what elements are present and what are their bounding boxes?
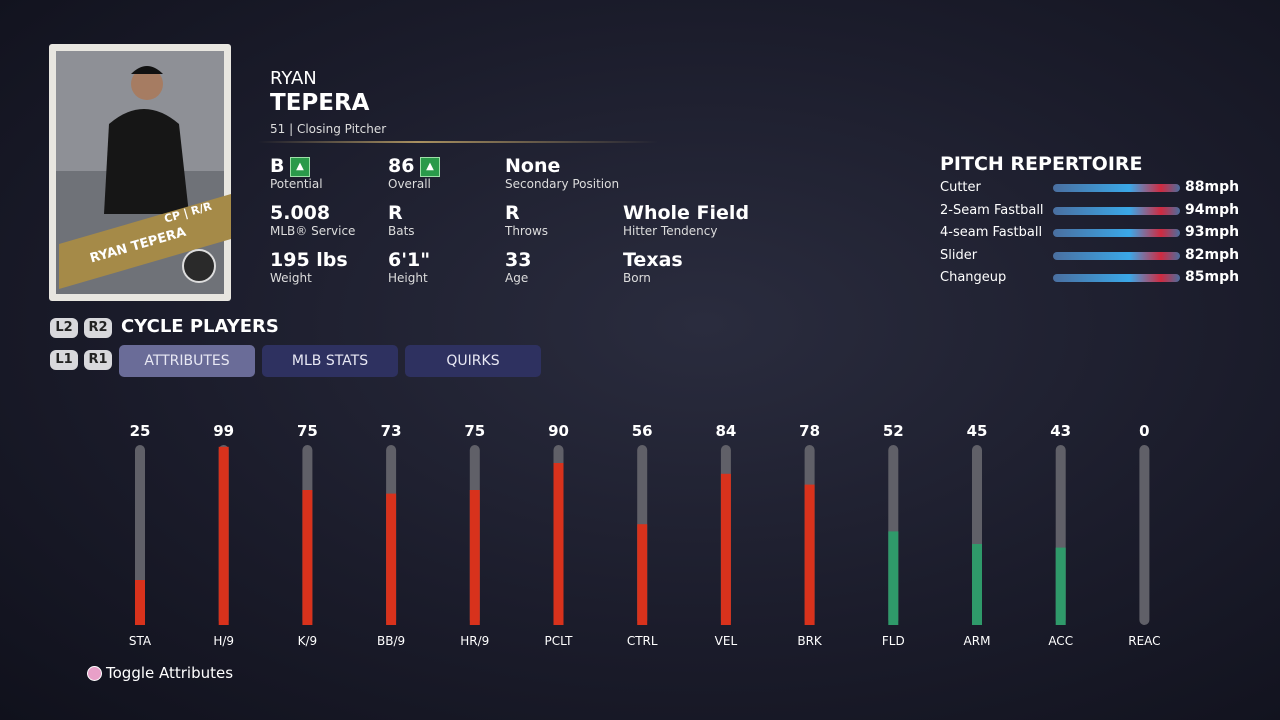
bar-label: HR/9 bbox=[460, 634, 489, 648]
info-value: R bbox=[505, 202, 520, 224]
info-value: None bbox=[505, 155, 561, 177]
player-card: RYAN TEPERA CP | R/R bbox=[49, 44, 231, 301]
bar-label: ARM bbox=[964, 634, 991, 648]
bar-value: 25 bbox=[130, 422, 151, 440]
pitch-bar bbox=[1053, 184, 1180, 192]
info-value: 33 bbox=[505, 249, 532, 271]
bar-label: H/9 bbox=[213, 634, 234, 648]
info-value: Whole Field bbox=[623, 202, 750, 224]
bar bbox=[720, 473, 731, 625]
bar bbox=[469, 490, 480, 625]
bar-value: 99 bbox=[213, 422, 234, 440]
divider bbox=[258, 141, 658, 143]
info-label: Age bbox=[505, 271, 529, 285]
pitch-name: 2-Seam Fastball bbox=[940, 202, 1044, 218]
bar-value: 75 bbox=[297, 422, 318, 440]
bar-label: REAC bbox=[1128, 634, 1160, 648]
bar-value: 73 bbox=[381, 422, 402, 440]
bar-value: 56 bbox=[632, 422, 653, 440]
pitch-speed: 85mph bbox=[1185, 269, 1240, 285]
button[interactable]: R1 bbox=[84, 350, 112, 370]
up-arrow-icon: ▲ bbox=[290, 157, 310, 177]
bar-label: PCLT bbox=[545, 634, 574, 648]
bar bbox=[637, 524, 648, 625]
info-label: Height bbox=[388, 271, 428, 285]
tab[interactable]: QUIRKS bbox=[405, 345, 541, 377]
bar bbox=[888, 531, 899, 625]
pitch-name: Changeup bbox=[940, 270, 1007, 285]
bar bbox=[804, 484, 815, 625]
bar bbox=[135, 580, 145, 625]
bar-label: VEL bbox=[715, 634, 738, 648]
pitch-bar bbox=[1053, 229, 1180, 237]
button[interactable]: R2 bbox=[84, 318, 112, 338]
tab[interactable]: MLB STATS bbox=[262, 345, 398, 377]
bar-value: 52 bbox=[883, 422, 904, 440]
pitch-name: Cutter bbox=[940, 180, 981, 195]
pitch-bar bbox=[1053, 206, 1180, 215]
bar-value: 0 bbox=[1139, 422, 1149, 440]
info-value: B bbox=[270, 155, 285, 177]
tab[interactable]: ATTRIBUTES bbox=[119, 345, 255, 377]
pitch-speed: 94mph bbox=[1185, 201, 1240, 218]
bar bbox=[972, 544, 982, 625]
bar-label: STA bbox=[129, 634, 152, 648]
last-name: TEPERA bbox=[270, 90, 370, 116]
bar bbox=[553, 463, 564, 625]
player-subtitle: 51 | Closing Pitcher bbox=[270, 122, 387, 136]
info-label: Hitter Tendency bbox=[623, 224, 718, 238]
info-label: Weight bbox=[270, 271, 312, 285]
pitch-bar bbox=[1053, 251, 1180, 260]
bar bbox=[1055, 547, 1066, 625]
bar bbox=[218, 446, 229, 625]
pitch-speed: 82mph bbox=[1185, 246, 1240, 263]
bar-value: 43 bbox=[1050, 422, 1071, 440]
bar-value: 78 bbox=[799, 422, 820, 440]
bar bbox=[386, 493, 397, 625]
info-value: R bbox=[388, 202, 403, 224]
info-label: Bats bbox=[388, 224, 415, 238]
bar-track bbox=[1139, 445, 1150, 625]
pitch-speed: 88mph bbox=[1185, 179, 1240, 195]
button[interactable]: L2 bbox=[50, 318, 78, 338]
info-label: Secondary Position bbox=[505, 177, 620, 191]
button-icon bbox=[87, 666, 102, 681]
bar bbox=[302, 490, 313, 625]
attribute-chart: 25 STA 99 H/9 75 K/9 73 BB/9 75 HR/9 90 PCLT 56 CTRL 8… bbox=[129, 422, 1161, 648]
pitch-speed: 93mph bbox=[1185, 224, 1240, 240]
bar-label: BRK bbox=[797, 634, 823, 648]
bar-label: FLD bbox=[882, 634, 905, 648]
bar-label: ACC bbox=[1048, 634, 1073, 648]
bar-value: 75 bbox=[464, 422, 485, 440]
cycle-label: CYCLE PLAYERS bbox=[121, 316, 279, 337]
up-arrow-icon: ▲ bbox=[420, 157, 440, 177]
info-value: 6'1" bbox=[388, 249, 431, 271]
info-value: 86 bbox=[388, 155, 415, 177]
pitch-bar bbox=[1053, 274, 1180, 282]
pitch-title: PITCH REPERTOIRE bbox=[940, 153, 1143, 175]
info-label: Born bbox=[623, 271, 651, 285]
bar-label: K/9 bbox=[298, 634, 318, 648]
info-value: 5.008 bbox=[270, 202, 331, 224]
info-label: Overall bbox=[388, 177, 431, 191]
hint[interactable]: Toggle Attributes bbox=[106, 664, 234, 682]
bar-value: 84 bbox=[715, 422, 736, 440]
info-label: Throws bbox=[505, 224, 549, 238]
bar-value: 90 bbox=[548, 422, 569, 440]
first-name: RYAN bbox=[270, 68, 317, 89]
info-label: Potential bbox=[270, 177, 323, 191]
bar-label: BB/9 bbox=[377, 634, 405, 648]
info-label: MLB® Service bbox=[270, 224, 356, 238]
bar-value: 45 bbox=[967, 422, 988, 440]
pitch-name: Slider bbox=[940, 247, 978, 263]
card-art: RYAN TEPERA CP | R/R bbox=[56, 51, 231, 294]
pitch-name: 4-seam Fastball bbox=[940, 225, 1043, 240]
button[interactable]: L1 bbox=[50, 350, 78, 370]
info-value: 195 lbs bbox=[270, 249, 348, 271]
info-value: Texas bbox=[623, 249, 683, 271]
bar-label: CTRL bbox=[627, 634, 658, 648]
